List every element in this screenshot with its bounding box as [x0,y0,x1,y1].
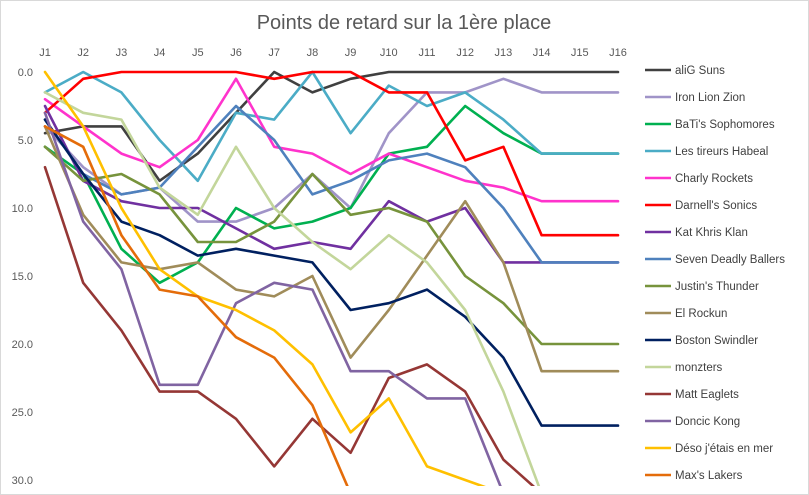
y-tick-label: 15.0 [12,271,33,283]
y-tick-label: 30.0 [12,475,33,487]
legend-label: Matt Eaglets [675,389,739,401]
legend-label: Seven Deadly Ballers [675,254,785,266]
legend-label: Max's Lakers [675,470,743,482]
series-line [43,145,620,346]
y-tick-label: 20.0 [12,339,33,351]
x-tick-label: J11 [419,47,436,59]
legend-label: BaTi's Sophomores [675,119,775,131]
legend: aliG Suns Iron Lion Zion BaTi's Sophomores… [645,65,785,482]
x-tick-label: J15 [571,47,589,59]
legend-label: Les tireurs Habeal [675,146,768,158]
x-tick-label: J1 [39,47,51,59]
legend-label: Doncic Kong [675,416,740,428]
x-tick-label: J6 [230,47,242,59]
y-tick-label: 0.0 [18,67,33,79]
chart-title: Points de retard sur la 1ère place [257,12,552,34]
series-line [43,91,541,486]
x-tick-label: J14 [533,47,551,59]
y-tick-label: 10.0 [12,203,33,215]
series-line [43,70,486,486]
legend-label: Iron Lion Zion [675,92,745,104]
x-tick-label: J2 [77,47,89,59]
series-line [43,70,620,183]
series-line [43,77,620,203]
y-axis: 0.0 5.0 10.0 15.0 20.0 25.0 30.0 [12,67,33,487]
series-line [43,104,620,264]
x-tick-label: J4 [154,47,166,59]
plot-area [43,70,620,486]
x-tick-label: J3 [116,47,128,59]
series-line [43,70,620,237]
x-tick-label: J12 [456,47,474,59]
legend-label: aliG Suns [675,65,725,77]
legend-label: Charly Rockets [675,173,753,185]
series-line [43,104,620,264]
legend-label: monzters [675,362,723,374]
series-line [43,165,536,486]
y-tick-label: 25.0 [12,407,33,419]
x-tick-label: J7 [268,47,280,59]
x-tick-label: J9 [345,47,357,59]
y-tick-label: 5.0 [18,135,33,147]
series-line [43,125,620,373]
x-tick-label: J5 [192,47,204,59]
legend-label: El Rockun [675,308,727,320]
series-line [43,111,502,486]
legend-label: Boston Swindler [675,335,758,347]
legend-label: Darnell's Sonics [675,200,757,212]
series-line [43,125,349,486]
legend-label: Justin's Thunder [675,281,759,293]
x-axis: J1 J2 J3 J4 J5 J6 J7 J8 J9 J10 J11 J12 J13 J14 J15 J16 [39,47,627,59]
x-tick-label: J13 [495,47,513,59]
legend-label: Déso j'étais en mer [675,443,773,455]
x-tick-label: J8 [307,47,319,59]
x-tick-label: J10 [380,47,398,59]
series-line [43,118,620,427]
legend-label: Kat Khris Klan [675,227,748,239]
x-tick-label: J16 [609,47,627,59]
